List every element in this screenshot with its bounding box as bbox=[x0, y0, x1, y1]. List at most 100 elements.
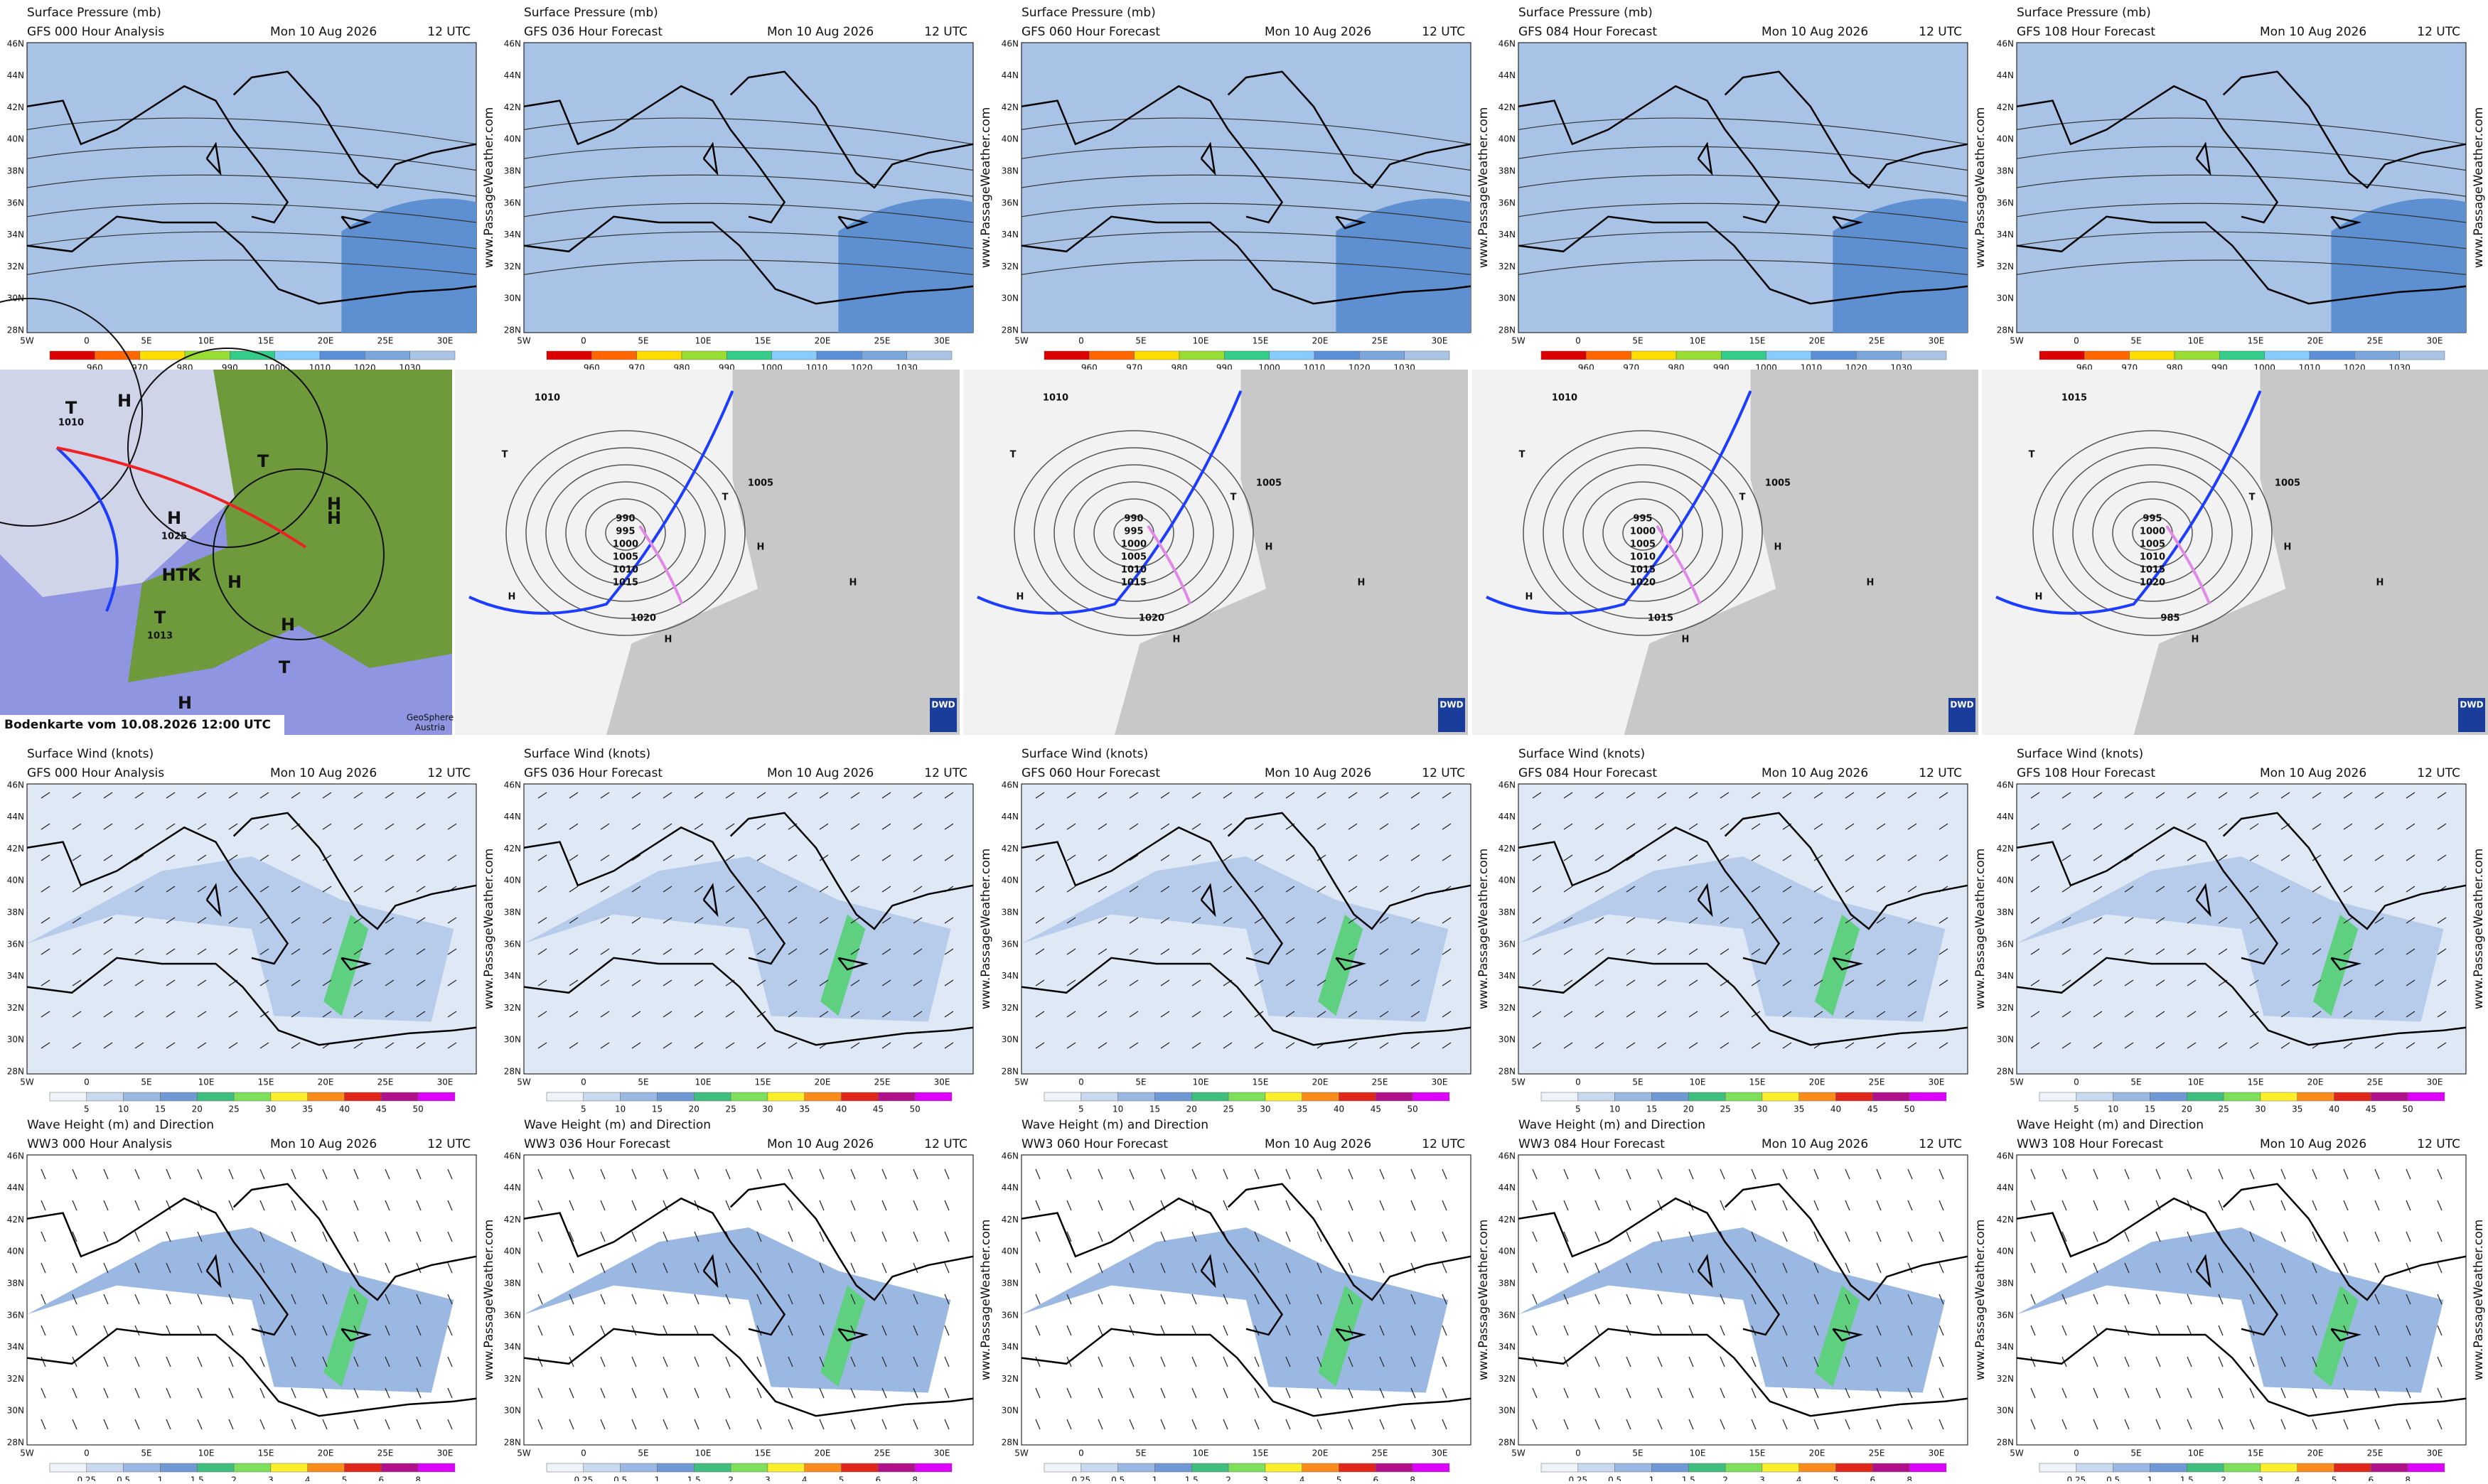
direction-arrow bbox=[2218, 917, 2228, 924]
direction-arrow bbox=[2280, 1356, 2286, 1367]
direction-arrow bbox=[322, 1168, 328, 1180]
colorbar-label: 3 bbox=[765, 1475, 771, 1482]
direction-arrow bbox=[537, 1042, 547, 1049]
direction-arrow bbox=[2406, 854, 2415, 861]
lon-label: 25E bbox=[874, 1448, 891, 1458]
direction-arrow bbox=[756, 1042, 766, 1049]
direction-arrow bbox=[1688, 886, 1698, 893]
logo-box bbox=[930, 698, 957, 732]
direction-arrow bbox=[2061, 1042, 2071, 1049]
direction-arrow bbox=[2406, 886, 2415, 893]
direction-arrow bbox=[537, 886, 547, 893]
direction-arrow bbox=[1720, 1387, 1725, 1399]
direction-arrow bbox=[353, 1419, 359, 1430]
direction-arrow bbox=[1379, 1200, 1385, 1211]
direction-arrow bbox=[2061, 1231, 2067, 1242]
pressure-label: 1005 bbox=[1121, 552, 1147, 563]
lat-label: 32N bbox=[1002, 1003, 1019, 1013]
direction-arrow bbox=[134, 854, 144, 861]
colorbar-label: 5 bbox=[1078, 1104, 1084, 1114]
direction-arrow bbox=[2406, 1042, 2415, 1049]
lat-label: 36N bbox=[1997, 1310, 2014, 1320]
direction-arrow bbox=[1098, 1011, 1108, 1018]
lat-label: 36N bbox=[504, 939, 521, 949]
lat-label: 30N bbox=[7, 1406, 24, 1416]
pressure-label: 1000 bbox=[1630, 527, 1656, 537]
direction-arrow bbox=[1845, 1168, 1850, 1180]
direction-arrow bbox=[913, 1231, 918, 1242]
colorbar-label: 2 bbox=[2221, 1475, 2226, 1482]
direction-arrow bbox=[1845, 948, 1855, 955]
lat-label: 34N bbox=[1002, 971, 1019, 981]
direction-arrow bbox=[756, 979, 766, 986]
direction-arrow bbox=[322, 792, 332, 799]
direction-arrow bbox=[2437, 1356, 2443, 1367]
lat-label: 38N bbox=[1498, 908, 1516, 918]
direction-arrow bbox=[447, 1168, 453, 1180]
direction-arrow bbox=[2343, 1325, 2349, 1336]
direction-arrow bbox=[2249, 1042, 2259, 1049]
direction-arrow bbox=[631, 854, 641, 861]
lat-label: 44N bbox=[1997, 1183, 2014, 1193]
colorbar-cell bbox=[365, 350, 410, 360]
direction-arrow bbox=[1845, 854, 1855, 861]
lon-label: 20E bbox=[2307, 1077, 2324, 1087]
direction-arrow bbox=[600, 1294, 606, 1305]
panel-time: 12 UTC bbox=[427, 25, 471, 39]
direction-arrow bbox=[1563, 792, 1573, 799]
direction-arrow bbox=[353, 1387, 359, 1399]
colorbar-label: 15 bbox=[1149, 1104, 1160, 1114]
direction-arrow bbox=[788, 948, 798, 955]
direction-arrow bbox=[1285, 1231, 1291, 1242]
direction-arrow bbox=[1223, 1356, 1228, 1367]
direction-arrow bbox=[850, 1231, 856, 1242]
direction-arrow bbox=[2406, 1419, 2411, 1430]
lon-label: 15E bbox=[755, 1448, 771, 1458]
direction-arrow bbox=[322, 1231, 328, 1242]
direction-arrow bbox=[819, 979, 829, 986]
colorbar-cell bbox=[1688, 1092, 1726, 1102]
lat-label: 46N bbox=[1997, 780, 2014, 790]
panel-product: Surface Pressure (mb) bbox=[1022, 6, 1156, 20]
direction-arrow bbox=[1907, 1294, 1913, 1305]
direction-arrow bbox=[2155, 1011, 2165, 1018]
direction-arrow bbox=[788, 1011, 798, 1018]
pressure-label: 1015 bbox=[1648, 613, 1673, 624]
direction-arrow bbox=[322, 1356, 328, 1367]
direction-arrow bbox=[694, 979, 704, 986]
direction-arrow bbox=[2374, 854, 2384, 861]
lon-label: 5E bbox=[1135, 1077, 1146, 1087]
lat-label: 38N bbox=[504, 908, 521, 918]
cold-front bbox=[55, 446, 119, 612]
direction-arrow bbox=[1035, 854, 1045, 861]
colorbar-label: 1.5 bbox=[2180, 1475, 2194, 1482]
pressure-label: T bbox=[257, 451, 269, 471]
direction-arrow bbox=[1594, 979, 1604, 986]
direction-arrow bbox=[881, 1262, 887, 1274]
land-area bbox=[1624, 370, 1978, 735]
direction-arrow bbox=[2030, 1387, 2036, 1399]
direction-arrow bbox=[1845, 1200, 1850, 1211]
direction-arrow bbox=[694, 886, 704, 893]
lon-label: 15E bbox=[2248, 336, 2264, 346]
lat-label: 46N bbox=[1997, 1151, 2014, 1161]
pressure-label: H bbox=[1358, 578, 1366, 588]
lat-label: 38N bbox=[1997, 166, 2014, 176]
direction-arrow bbox=[2093, 1325, 2098, 1336]
direction-arrow bbox=[944, 1419, 950, 1430]
direction-arrow bbox=[1876, 1325, 1882, 1336]
watermark: www.PassageWeather.com bbox=[979, 107, 993, 269]
direction-arrow bbox=[1160, 948, 1170, 955]
direction-arrow bbox=[41, 1325, 46, 1336]
panel-date: Mon 10 Aug 2026 bbox=[767, 25, 874, 39]
colorbar-cell bbox=[233, 1092, 272, 1102]
lat-label: 38N bbox=[7, 908, 24, 918]
direction-arrow bbox=[2061, 1294, 2067, 1305]
direction-arrow bbox=[819, 1325, 825, 1336]
lat-label: 42N bbox=[1498, 844, 1516, 854]
direction-arrow bbox=[2374, 1419, 2380, 1430]
direction-arrow bbox=[447, 1387, 453, 1399]
coastline bbox=[232, 1183, 477, 1301]
